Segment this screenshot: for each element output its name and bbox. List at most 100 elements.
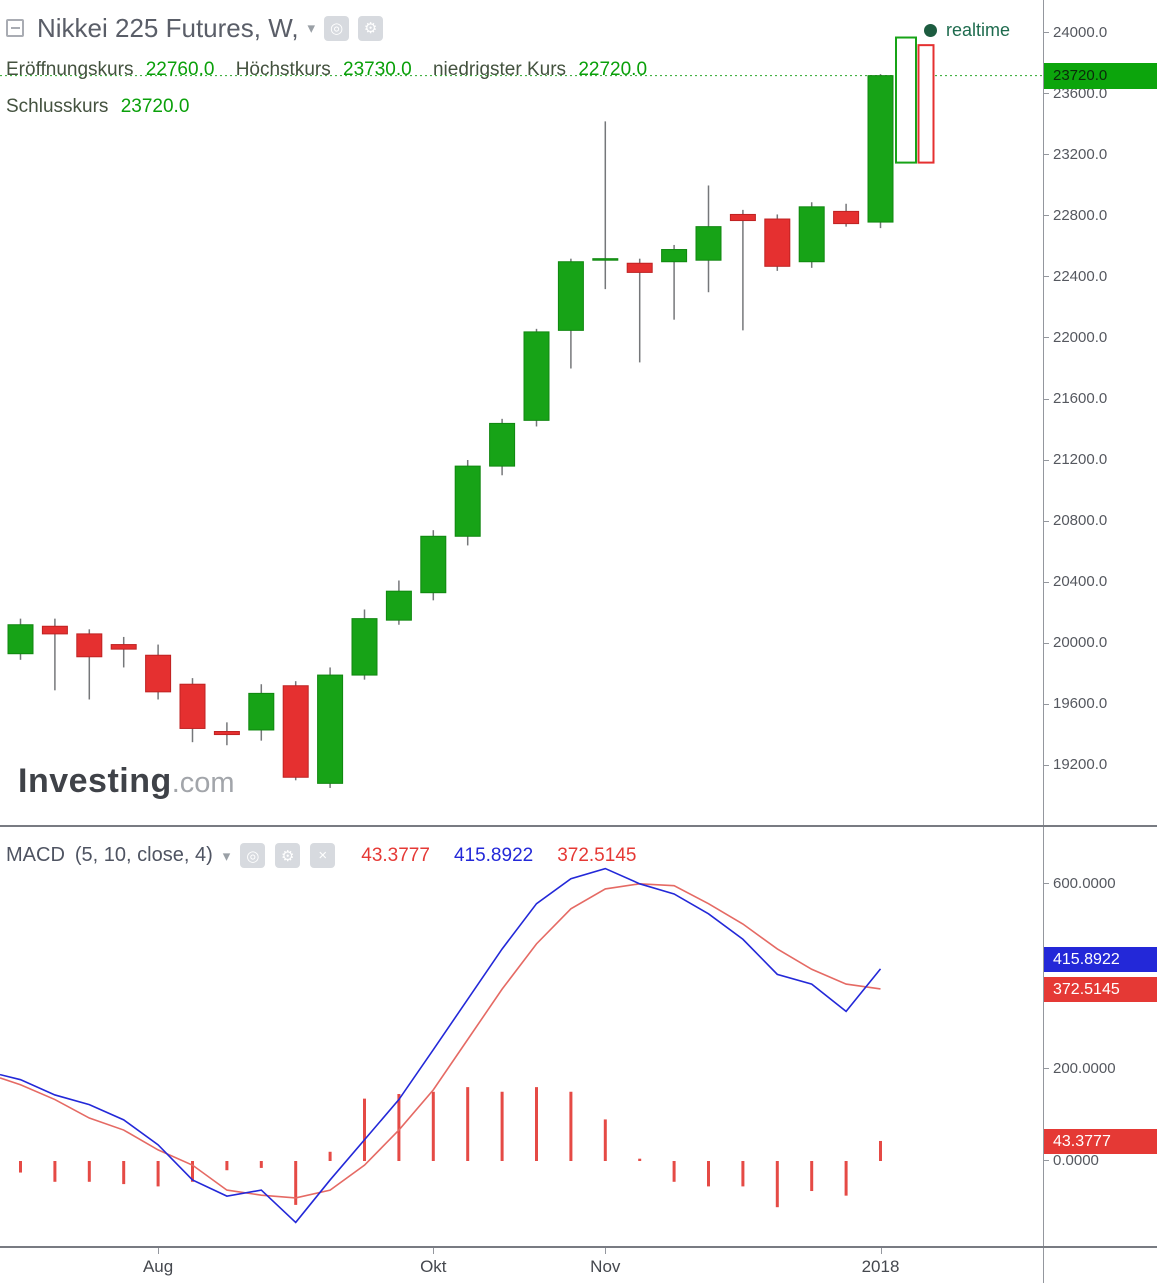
axis-tick (1044, 703, 1049, 705)
candle-body (626, 262, 653, 273)
candle-body (76, 633, 103, 658)
axis-tick (1044, 337, 1049, 339)
candle-body (41, 625, 68, 635)
chevron-down-icon[interactable]: ▾ (307, 20, 316, 37)
macd-panel: MACD (5, 10, close, 4) ▾ ◎ ⚙ × 43.3777 41… (0, 827, 1043, 1246)
price-tick-label: 23200.0 (1053, 145, 1108, 163)
time-axis-tick (158, 1248, 160, 1254)
axis-tick (1044, 520, 1049, 522)
price-tick-label: 19600.0 (1053, 695, 1108, 713)
close-value: 23720.0 (120, 96, 190, 117)
low-value: 22720.0 (578, 59, 648, 80)
time-axis[interactable]: Aug Okt Nov 2018 (0, 1248, 1043, 1283)
title-row: Nikkei 225 Futures, W, ▾ ◎ ⚙ (6, 10, 663, 46)
macd-tick-label: 600.0000 (1053, 874, 1116, 892)
axis-tick (1044, 459, 1049, 461)
candle-body (385, 590, 412, 621)
axis-tick (1044, 1160, 1049, 1162)
macd-tick-label: 200.0000 (1053, 1059, 1116, 1077)
price-axis[interactable]: 24000.0 23600.0 23200.0 22800.0 22400.0 22000… (1043, 0, 1157, 826)
chart-header: Nikkei 225 Futures, W, ▾ ◎ ⚙ Eröffnungsk… (6, 10, 663, 120)
candle-body (523, 331, 550, 421)
candle-body (661, 249, 688, 263)
axis-tick (1044, 581, 1049, 583)
macd-value-badge: 372.5145 (1044, 976, 1157, 1002)
macd-name: MACD (6, 844, 65, 866)
axis-tick (1044, 764, 1049, 766)
chart-title: Nikkei 225 Futures, W, (37, 12, 299, 43)
candle-body (798, 206, 825, 263)
candle-body (764, 218, 791, 267)
time-axis-label: Aug (142, 1257, 174, 1276)
visibility-icon[interactable]: ◎ (324, 15, 350, 41)
close-icon[interactable]: × (310, 843, 336, 868)
collapse-panel-icon[interactable] (6, 19, 24, 37)
macd-axis[interactable]: 600.0000 200.0000 0.0000 415.8922 372.5145 43… (1043, 827, 1157, 1246)
candle-body (729, 213, 756, 222)
axis-tick (1044, 276, 1049, 278)
macd-current-value: 415.8922 (453, 844, 534, 866)
realtime-label: realtime (946, 20, 1011, 40)
candle-body (833, 210, 860, 225)
candle-body (7, 624, 34, 655)
candle-body (248, 692, 275, 731)
candlestick-chart-canvas[interactable] (0, 0, 1043, 825)
close-label: Schlusskurs (6, 96, 109, 117)
axis-tick (1044, 93, 1049, 95)
candle-body (867, 75, 894, 223)
price-tick-label: 24000.0 (1053, 23, 1108, 41)
time-axis-tick (605, 1248, 607, 1254)
panel-divider[interactable] (0, 825, 1157, 827)
time-axis-tick (433, 1248, 435, 1254)
high-label: Höchstkurs (235, 59, 331, 80)
open-value: 22760.0 (145, 59, 215, 80)
time-axis-label: 2018 (861, 1257, 900, 1276)
price-tick-label: 21200.0 (1053, 451, 1108, 468)
ohlc-legend-row-1: Eröffnungskurs 22760.0 Höchstkurs 23730.… (6, 56, 663, 83)
candle-body (351, 618, 378, 676)
price-tick-label: 21600.0 (1053, 390, 1108, 407)
macd-chart-canvas[interactable] (0, 827, 1043, 1246)
macd-values: 43.3777 415.8922 372.5145 (361, 845, 636, 867)
time-axis-label: Okt (420, 1257, 447, 1276)
gear-icon[interactable]: ⚙ (358, 15, 384, 41)
axis-tick (1044, 883, 1049, 885)
macd-tick-label: 0.0000 (1053, 1151, 1099, 1169)
watermark-suffix: .com (171, 767, 235, 799)
time-axis-divider (0, 1246, 1157, 1248)
candle-body (317, 674, 344, 784)
visibility-icon[interactable]: ◎ (240, 843, 266, 868)
realtime-dot-icon (924, 24, 937, 37)
chevron-down-icon[interactable]: ▾ (222, 847, 231, 865)
time-axis-tick (880, 1248, 882, 1254)
time-axis-corner (1043, 1248, 1157, 1283)
price-tick-label: 22000.0 (1053, 328, 1108, 346)
macd-current-value: 372.5145 (557, 844, 637, 866)
time-axis-label: Nov (590, 1257, 621, 1276)
axis-tick (1044, 642, 1049, 644)
price-tick-label: 20800.0 (1053, 512, 1108, 530)
macd-value-badge: 43.3777 (1044, 1128, 1157, 1154)
price-tick-label: 22800.0 (1053, 206, 1108, 224)
macd-current-value: 43.3777 (361, 844, 430, 866)
candle-body (895, 36, 917, 164)
macd-header: MACD (5, 10, close, 4) ▾ ◎ ⚙ × 43.3777 41… (6, 843, 636, 868)
candle-body (420, 535, 447, 594)
macd-signal-line (0, 883, 881, 1199)
candle-body (179, 683, 206, 729)
axis-tick (1044, 32, 1049, 34)
candle-body (695, 226, 722, 261)
macd-line (0, 867, 882, 1224)
price-panel: Nikkei 225 Futures, W, ▾ ◎ ⚙ Eröffnungsk… (0, 0, 1043, 825)
realtime-indicator: realtime (924, 20, 1010, 41)
candle-body (557, 261, 584, 331)
price-tick-label: 20000.0 (1053, 634, 1108, 652)
price-tick-label: 23600.0 (1053, 84, 1108, 102)
candle-body (917, 44, 935, 164)
axis-tick (1044, 215, 1049, 217)
candle-body (489, 422, 516, 467)
candle-body (454, 465, 481, 537)
gear-icon[interactable]: ⚙ (275, 843, 301, 868)
candle-body (213, 731, 240, 736)
